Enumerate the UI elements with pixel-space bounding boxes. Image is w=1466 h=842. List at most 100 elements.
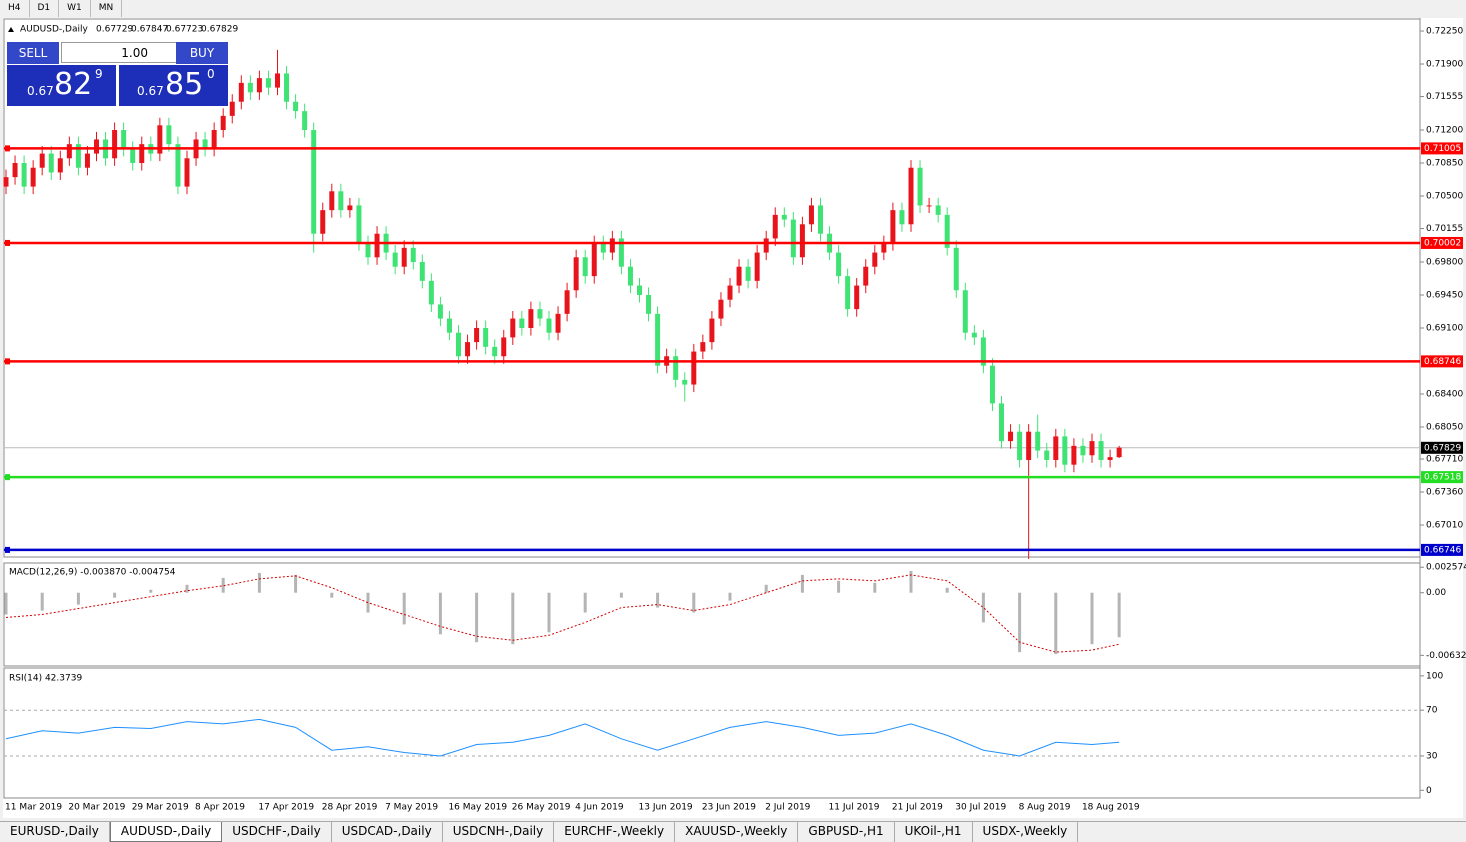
macd-bar [40, 592, 44, 611]
macd-bar [402, 592, 406, 625]
candle-body [202, 139, 208, 149]
candle-body [30, 167, 36, 187]
candle-body [736, 266, 742, 286]
macd-bar [149, 589, 153, 593]
chart-tab[interactable]: XAUUSD-,Weekly [675, 822, 799, 842]
bid-prefix: 0.67 [27, 84, 54, 98]
candle-body [519, 318, 525, 328]
chart-tab[interactable]: UKOil-,H1 [895, 822, 973, 842]
level-box [1421, 471, 1463, 484]
timeframe-button[interactable]: W1 [59, 0, 91, 17]
candle-body [899, 210, 905, 225]
candle-body [139, 144, 145, 164]
candle-body [57, 158, 63, 173]
lot-size[interactable]: 1.00 [61, 42, 179, 63]
candle-body [962, 290, 968, 333]
chart-tab[interactable]: USDCHF-,Daily [222, 822, 332, 842]
level-box [1421, 236, 1463, 249]
level-box [1421, 355, 1463, 368]
indicator-title: RSI(14) 42.3739 [9, 674, 82, 684]
candle-body [673, 356, 679, 380]
chart-title: AUDUSD-,Daily [20, 25, 88, 35]
candle-body [745, 266, 751, 281]
candle-body [3, 177, 9, 187]
level-handle [5, 546, 10, 553]
candle-body [935, 205, 941, 215]
candle-body [437, 304, 443, 319]
candle-body [220, 115, 226, 131]
candle-body [637, 285, 642, 295]
candle-body [1026, 431, 1032, 460]
macd-bar [257, 572, 261, 593]
chart-background [3, 18, 1463, 818]
current-price-box [1421, 441, 1463, 454]
candle-body [709, 318, 715, 343]
level-handle [5, 474, 10, 481]
level-label: 0.68746 [1424, 357, 1461, 367]
candle-body [528, 309, 534, 328]
candle-body [293, 101, 299, 112]
candle-body [374, 233, 380, 258]
candle-body [365, 243, 371, 258]
candle-body [21, 163, 27, 187]
candle-body [302, 111, 308, 131]
sell-button[interactable]: SELL [7, 42, 59, 64]
candle-body [465, 342, 471, 357]
y-tick-label: 70 [1426, 706, 1438, 716]
x-tick-label: 8 Aug 2019 [1019, 803, 1071, 813]
chart-tab[interactable]: USDCAD-,Daily [332, 822, 443, 842]
candle-body [1053, 436, 1059, 460]
y-tick-label: 0.67710 [1426, 455, 1463, 465]
candle-body [890, 210, 896, 244]
x-tick-label: 11 Mar 2019 [5, 803, 62, 813]
candle-body [483, 327, 489, 347]
chart-tab[interactable]: AUDUSD-,Daily [109, 822, 223, 842]
y-tick-label: 0.67360 [1426, 488, 1463, 498]
x-tick-label: 18 Aug 2019 [1082, 803, 1140, 813]
ask-price[interactable]: 0.67 85 0 [119, 65, 228, 106]
y-tick-label: 0.70850 [1426, 159, 1463, 169]
chart-tab[interactable]: USDX-,Weekly [973, 822, 1079, 842]
buy-button[interactable]: BUY [176, 42, 228, 64]
timeframe-button[interactable]: D1 [30, 0, 60, 17]
macd-bar [764, 584, 768, 593]
candle-body [781, 214, 787, 220]
candle-body [700, 342, 706, 352]
macd-bar [366, 592, 370, 613]
candle-body [12, 163, 18, 178]
candle-body [917, 167, 923, 206]
candle-body [546, 318, 552, 333]
candle-body [184, 158, 190, 187]
macd-bar [1090, 592, 1094, 645]
candle-body [247, 82, 253, 93]
chart-tab[interactable]: EURCHF-,Weekly [554, 822, 676, 842]
macd-bar [583, 592, 587, 613]
macd-bar [1018, 592, 1022, 653]
candle-body [157, 125, 163, 154]
chart-tab[interactable]: EURUSD-,Daily [0, 822, 110, 842]
macd-bar [475, 592, 479, 643]
candle-body [492, 346, 498, 357]
candle-body [971, 332, 977, 338]
candle-body [944, 214, 950, 248]
candle-body [1089, 441, 1095, 456]
x-tick-label: 2 Jul 2019 [765, 803, 810, 813]
x-tick-label: 4 Jun 2019 [575, 803, 624, 813]
chart-tab[interactable]: USDCNH-,Daily [443, 822, 555, 842]
timeframe-button[interactable]: MN [91, 0, 123, 17]
macd-bar [185, 584, 189, 593]
title-arrow [8, 27, 14, 32]
candle-body [1116, 447, 1122, 458]
chart-tab[interactable]: GBPUSD-,H1 [798, 822, 895, 842]
candle-body [419, 261, 425, 281]
candle-body [410, 247, 416, 262]
candle-body [1044, 450, 1050, 460]
candle-body [908, 167, 914, 225]
y-tick-label: 0.00 [1426, 588, 1446, 598]
y-tick-label: 0.69450 [1426, 290, 1463, 300]
candle-body [401, 247, 407, 267]
x-tick-label: 16 May 2019 [448, 803, 507, 813]
bid-price[interactable]: 0.67 82 9 [7, 65, 116, 106]
timeframe-button[interactable]: H4 [0, 0, 30, 17]
